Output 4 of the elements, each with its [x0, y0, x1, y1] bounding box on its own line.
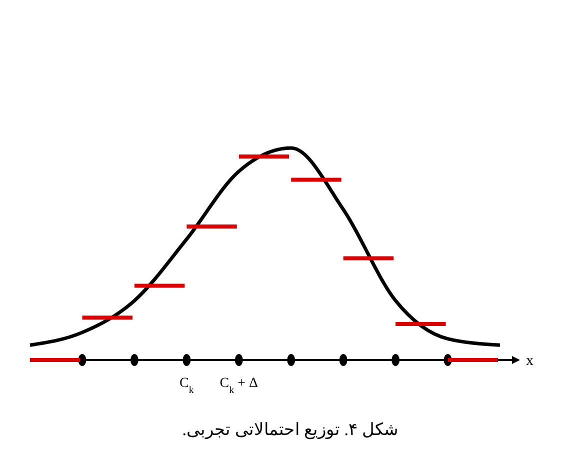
x-axis-title: x [526, 353, 534, 369]
x-tick-label: C$_{k}$ + Δ [220, 376, 258, 396]
x-tick-label: C$_{k}$ [180, 376, 194, 396]
text: شکل ۴. توزیع احتمالاتی تجربی. [182, 420, 398, 440]
